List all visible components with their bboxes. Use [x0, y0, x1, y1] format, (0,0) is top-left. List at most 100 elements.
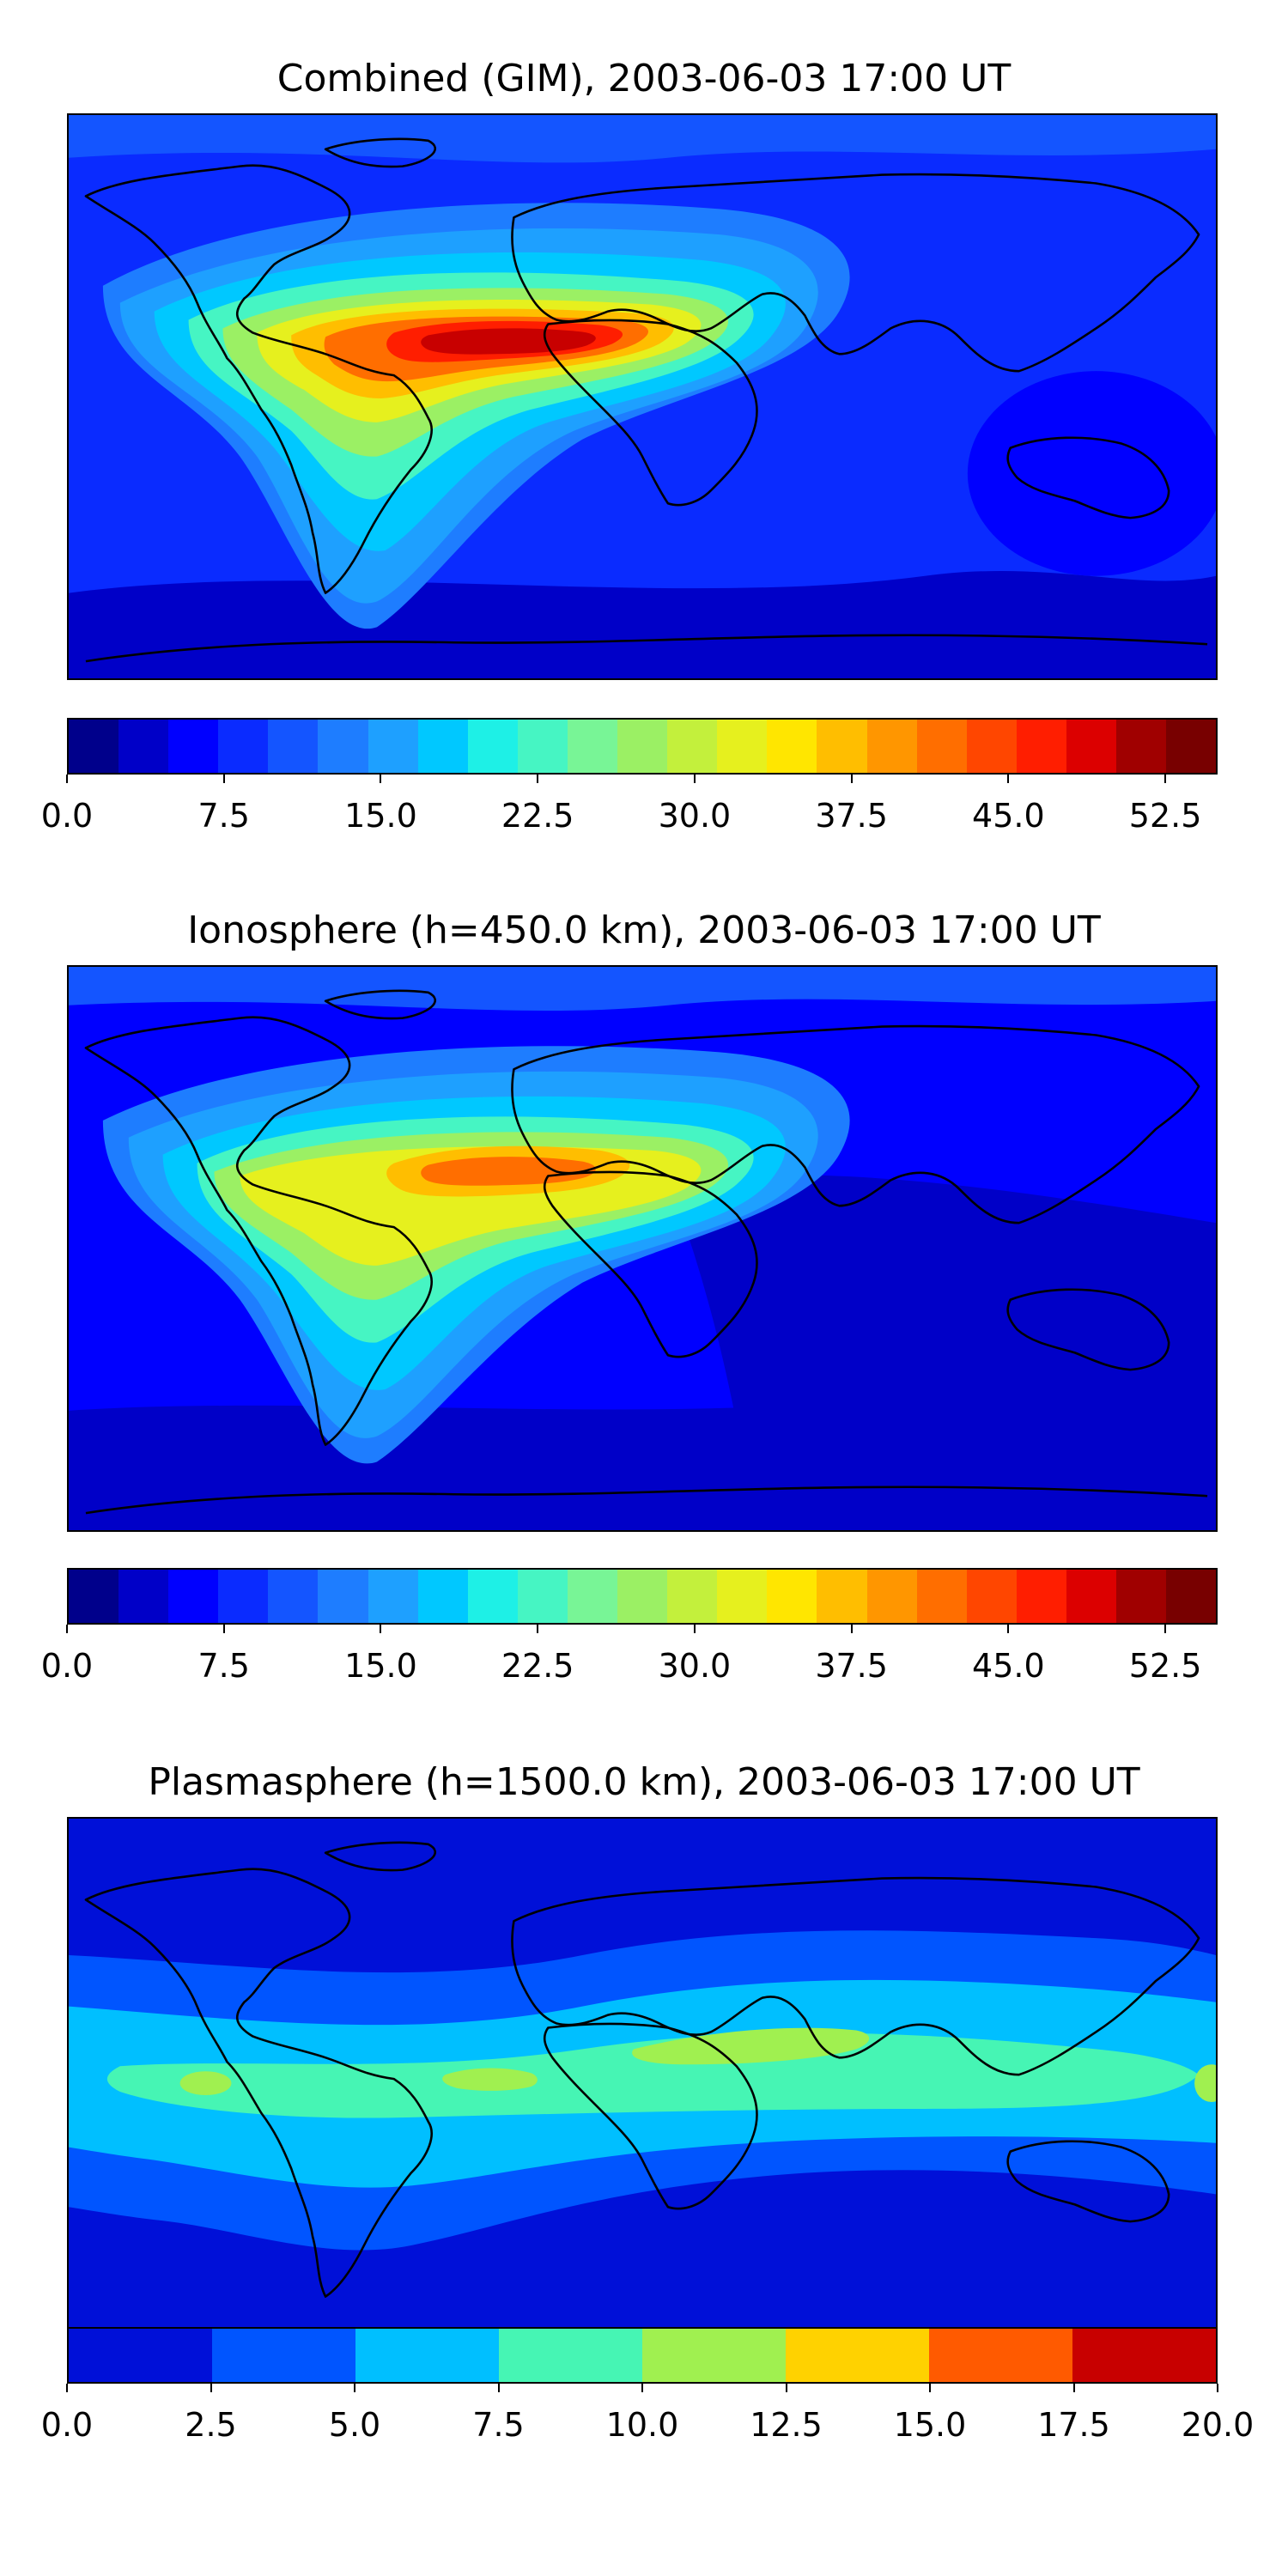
colorbar-tick [380, 775, 382, 783]
colorbar-swatch [218, 720, 269, 773]
colorbar-tick-label: 5.0 [328, 2406, 381, 2444]
colorbar-swatch [1115, 720, 1167, 773]
colorbar-swatch [567, 720, 618, 773]
ionosphere-tec-map [67, 965, 1218, 1532]
colorbar-tick-label: 22.5 [501, 1647, 574, 1685]
colorbar-swatch [318, 1570, 368, 1623]
colorbar-tick [354, 2384, 355, 2392]
colorbar-swatch [69, 720, 119, 773]
colorbar-tick-label: 2.5 [185, 2406, 237, 2444]
colorbar-swatch [118, 1570, 169, 1623]
combined-colorbar-ticks: 0.0 7.5 15.0 22.5 30.0 37.5 45.0 52.5 [41, 775, 1218, 833]
colorbar-tick-label: 10.0 [605, 2406, 679, 2444]
colorbar-swatch [69, 2329, 212, 2382]
colorbar-swatch [318, 720, 368, 773]
colorbar-tick-label: 52.5 [1128, 797, 1202, 835]
colorbar-swatch [786, 2329, 929, 2382]
colorbar-swatch [417, 720, 468, 773]
colorbar-swatch [916, 1570, 967, 1623]
coastline-overlay [84, 137, 1208, 663]
combined-colorbar [67, 718, 1218, 775]
colorbar-tick-label: 7.5 [197, 1647, 250, 1685]
colorbar-tick [1007, 775, 1010, 783]
colorbar-tick [693, 775, 696, 783]
colorbar-tick [497, 2384, 500, 2392]
colorbar-tick [641, 2384, 643, 2392]
combined-tec-field [69, 115, 1216, 678]
colorbar-tick [537, 1625, 539, 1633]
ionosphere-colorbar [67, 1568, 1218, 1625]
colorbar-swatch [866, 1570, 917, 1623]
colorbar-swatch [499, 2329, 642, 2382]
colorbar-tick [785, 2384, 787, 2392]
colorbar-tick [929, 2384, 931, 2392]
colorbar-tick [1164, 1625, 1167, 1633]
colorbar-swatch [268, 1570, 319, 1623]
ionosphere-colorbar-ticks: 0.0 7.5 15.0 22.5 30.0 37.5 45.0 52.5 [41, 1625, 1218, 1683]
colorbar-swatch [817, 1570, 867, 1623]
colorbar-swatch [1066, 1570, 1116, 1623]
colorbar-swatch [212, 2329, 355, 2382]
colorbar-tick-label: 30.0 [658, 797, 732, 835]
colorbar-swatch [667, 1570, 718, 1623]
colorbar-tick [380, 1625, 382, 1633]
colorbar-swatch [667, 720, 718, 773]
colorbar-swatch [916, 720, 967, 773]
colorbar-tick-label: 15.0 [893, 2406, 967, 2444]
plasmasphere-tec-map [67, 1817, 1218, 2384]
colorbar-tick [222, 1625, 225, 1633]
colorbar-swatch [767, 720, 817, 773]
colorbar-swatch [767, 1570, 817, 1623]
colorbar-swatch [517, 720, 568, 773]
colorbar-swatch [118, 720, 169, 773]
colorbar-swatch [817, 720, 867, 773]
colorbar-tick [1007, 1625, 1010, 1633]
colorbar-tick-label: 52.5 [1128, 1647, 1202, 1685]
colorbar-swatch [517, 1570, 568, 1623]
colorbar-swatch [69, 1570, 119, 1623]
combined-map-title: Combined (GIM), 2003-06-03 17:00 UT [276, 57, 1012, 100]
colorbar-swatch [966, 1570, 1017, 1623]
colorbar-tick-label: 12.5 [750, 2406, 823, 2444]
colorbar-swatch [617, 720, 668, 773]
colorbar-swatch [617, 1570, 668, 1623]
colorbar-swatch [567, 1570, 618, 1623]
colorbar-swatch [1016, 1570, 1066, 1623]
colorbar-swatch [1016, 720, 1066, 773]
colorbar-swatch [417, 1570, 468, 1623]
colorbar-tick [222, 775, 225, 783]
colorbar-tick [210, 2384, 212, 2392]
colorbar-tick [66, 775, 68, 783]
colorbar-tick [66, 1625, 68, 1633]
colorbar-swatch [642, 2329, 786, 2382]
colorbar-swatch [168, 1570, 219, 1623]
colorbar-tick-label: 37.5 [815, 797, 888, 835]
combined-tec-map [67, 113, 1218, 680]
colorbar-swatch [218, 1570, 269, 1623]
ionosphere-map-title: Ionosphere (h=450.0 km), 2003-06-03 17:0… [187, 908, 1101, 952]
plasmasphere-colorbar-ticks: 0.0 2.5 5.0 7.5 10.0 12.5 15.0 17.5 20.0 [41, 2384, 1254, 2442]
colorbar-swatch [368, 720, 418, 773]
colorbar-swatch [717, 1570, 768, 1623]
colorbar-tick-label: 7.5 [197, 797, 250, 835]
colorbar-tick-label: 45.0 [972, 1647, 1045, 1685]
colorbar-swatch [355, 2329, 499, 2382]
colorbar-swatch [368, 1570, 418, 1623]
colorbar-swatch [467, 720, 518, 773]
colorbar-swatch [1072, 2329, 1216, 2382]
colorbar-tick [850, 1625, 853, 1633]
colorbar-swatch [929, 2329, 1072, 2382]
colorbar-tick-label: 17.5 [1037, 2406, 1110, 2444]
colorbar-tick-label: 0.0 [40, 797, 94, 835]
colorbar-tick-label: 15.0 [344, 1647, 417, 1685]
colorbar-tick-label: 20.0 [1181, 2406, 1255, 2444]
colorbar-swatch [1166, 720, 1216, 773]
plasmasphere-tec-field [69, 1819, 1216, 2382]
colorbar-swatch [1066, 720, 1116, 773]
colorbar-tick [1072, 2384, 1075, 2392]
colorbar-swatch [467, 1570, 518, 1623]
colorbar-tick-label: 37.5 [815, 1647, 888, 1685]
colorbar-tick-label: 0.0 [40, 2406, 94, 2444]
colorbar-tick [1164, 775, 1167, 783]
ionosphere-tec-field [69, 967, 1216, 1530]
